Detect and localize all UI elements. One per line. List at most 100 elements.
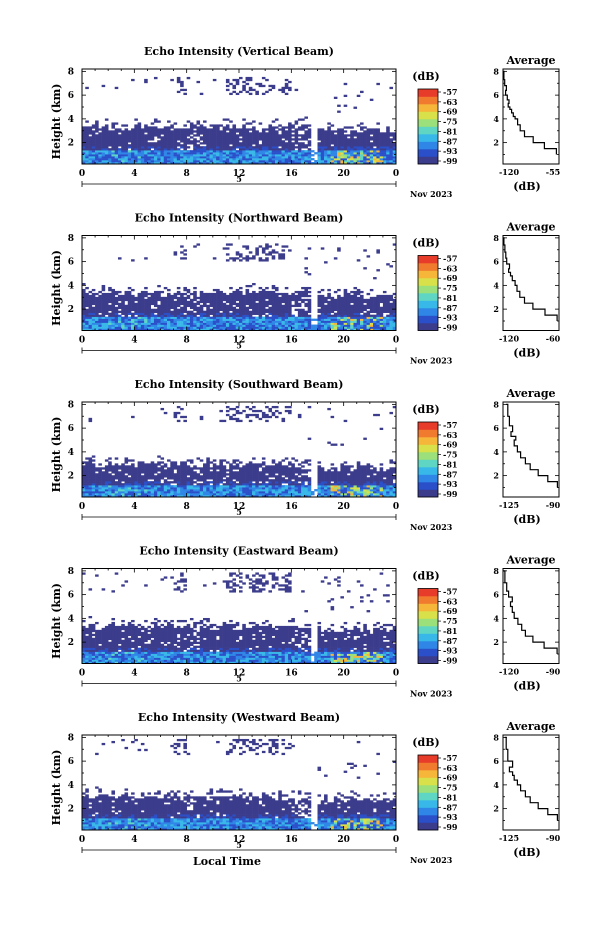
heatmap-cell	[206, 318, 210, 321]
heatmap-cell	[281, 487, 286, 490]
heatmap-cell	[82, 302, 86, 306]
heatmap-cell	[134, 477, 138, 480]
heatmap-cell	[255, 306, 259, 310]
heatmap-cell	[114, 136, 119, 139]
heatmap-cell	[121, 471, 125, 474]
heatmap-cell	[144, 294, 148, 298]
heatmap-cell	[82, 306, 86, 310]
heatmap-cell	[278, 326, 282, 329]
heatmap-cell	[242, 138, 246, 141]
heatmap-cell	[225, 483, 230, 486]
heatmap-cell	[350, 322, 354, 325]
heatmap-cell	[170, 136, 174, 139]
heatmap-cell	[160, 324, 165, 327]
heatmap-cell	[134, 302, 138, 306]
heatmap-cell	[317, 154, 322, 157]
heatmap-cell	[131, 132, 135, 135]
heatmap-cell	[382, 316, 387, 319]
heatmap-cell	[278, 152, 282, 155]
heatmap-cell	[101, 148, 106, 151]
heatmap-cell	[235, 320, 240, 323]
heatmap-cell	[248, 138, 253, 141]
heatmap-cell	[157, 294, 161, 298]
heatmap-cell	[189, 467, 194, 470]
heatmap-cell	[203, 479, 207, 482]
heatmap-cell	[157, 469, 161, 472]
heatmap-cell	[124, 471, 129, 474]
heatmap-cell	[137, 294, 142, 298]
heatmap-cell	[271, 405, 276, 409]
heatmap-cell	[121, 294, 125, 298]
heatmap-cell	[157, 487, 161, 490]
heatmap-cell	[193, 318, 197, 321]
heatmap-cell	[144, 308, 148, 312]
heatmap-cell	[353, 148, 358, 151]
heatmap-cell	[261, 136, 266, 139]
heatmap-cell	[85, 483, 89, 486]
heatmap-cell	[294, 160, 299, 163]
heatmap-cell	[274, 310, 279, 313]
heatmap-cell	[82, 328, 86, 331]
heatmap-cell	[163, 324, 168, 327]
heatmap-cell	[147, 314, 151, 317]
heatmap-cell	[114, 302, 119, 306]
heatmap-cell	[153, 300, 158, 304]
heatmap-cell	[104, 493, 109, 496]
heatmap-cell	[150, 487, 155, 490]
heatmap-cell	[140, 148, 145, 151]
heatmap-cell	[206, 144, 210, 147]
heatmap-cell	[176, 326, 181, 329]
heatmap-cell	[265, 320, 269, 323]
heatmap-cell	[144, 78, 148, 82]
heatmap-cell	[173, 253, 178, 256]
heatmap-cell	[167, 146, 171, 149]
heatmap-cell	[180, 160, 184, 163]
heatmap-cell	[242, 118, 246, 121]
heatmap-cell	[304, 267, 308, 270]
heatmap-cell	[199, 132, 204, 135]
heatmap-cell	[82, 469, 86, 472]
heatmap-cell	[111, 148, 116, 151]
heatmap-cell	[163, 142, 168, 145]
heatmap-cell	[255, 483, 259, 486]
heatmap-cell	[173, 320, 178, 323]
heatmap-cell	[212, 296, 217, 300]
heatmap-cell	[307, 326, 312, 329]
heatmap-cell	[140, 469, 145, 472]
heatmap-cell	[85, 298, 89, 302]
heatmap-cell	[324, 298, 328, 302]
heatmap-cell	[389, 298, 394, 302]
heatmap-cell	[203, 128, 207, 131]
heatmap-cell	[167, 156, 171, 159]
heatmap-cell	[366, 146, 371, 149]
heatmap-cell	[392, 148, 397, 151]
heatmap-cell	[346, 324, 351, 327]
heatmap-cell	[88, 298, 93, 302]
heatmap-cell	[330, 152, 335, 155]
heatmap-cell	[392, 142, 397, 145]
heatmap-cell	[183, 489, 187, 492]
heatmap-cell	[219, 144, 223, 147]
heatmap-cell	[284, 286, 289, 290]
heatmap-cell	[225, 296, 230, 300]
heatmap-cell	[366, 316, 371, 319]
heatmap-cell	[209, 148, 214, 151]
heatmap-cell	[203, 318, 207, 321]
x-tick-label: 12	[233, 336, 246, 346]
heatmap-cell	[140, 495, 145, 498]
heatmap-cell	[297, 310, 302, 313]
heatmap-cell	[261, 467, 266, 470]
heatmap-cell	[219, 495, 223, 498]
heatmap-cell	[297, 314, 302, 317]
heatmap-cell	[144, 318, 148, 321]
heatmap-cell	[88, 142, 93, 145]
heatmap-cell	[180, 128, 184, 131]
heatmap-cell	[386, 126, 390, 129]
heatmap-cell	[268, 294, 273, 298]
heatmap-cell	[114, 160, 119, 163]
heatmap-cell	[242, 136, 246, 139]
heatmap-cell	[91, 477, 96, 480]
heatmap-cell	[288, 322, 292, 325]
heatmap-cell	[91, 328, 96, 331]
heatmap-cell	[307, 290, 312, 294]
